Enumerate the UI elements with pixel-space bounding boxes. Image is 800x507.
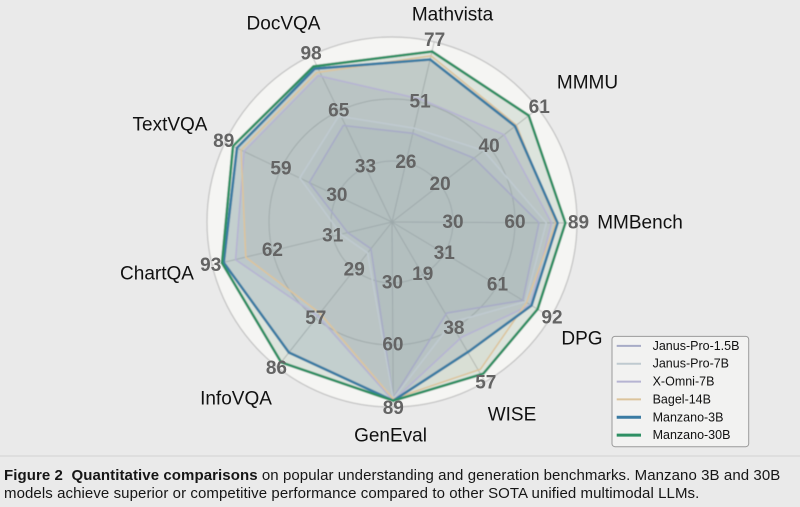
svg-text:93: 93 — [200, 255, 221, 276]
svg-text:19: 19 — [412, 264, 433, 285]
svg-text:98: 98 — [301, 43, 322, 64]
svg-text:60: 60 — [382, 335, 403, 356]
svg-text:26: 26 — [395, 152, 416, 173]
svg-text:Janus-Pro-1.5B: Janus-Pro-1.5B — [653, 339, 740, 353]
svg-text:InfoVQA: InfoVQA — [200, 389, 272, 410]
svg-text:38: 38 — [443, 318, 464, 339]
svg-text:30: 30 — [382, 273, 403, 294]
svg-text:61: 61 — [529, 97, 551, 118]
svg-text:MMBench: MMBench — [597, 213, 683, 234]
svg-text:77: 77 — [424, 30, 445, 51]
svg-text:89: 89 — [383, 398, 404, 419]
svg-text:Bagel-14B: Bagel-14B — [653, 392, 711, 406]
svg-text:60: 60 — [504, 212, 525, 233]
svg-text:89: 89 — [568, 213, 589, 234]
svg-text:51: 51 — [410, 92, 432, 113]
svg-text:86: 86 — [266, 358, 287, 379]
svg-text:TextVQA: TextVQA — [133, 115, 208, 136]
svg-text:57: 57 — [305, 308, 326, 329]
svg-text:61: 61 — [487, 275, 509, 296]
svg-text:ChartQA: ChartQA — [120, 264, 194, 285]
svg-text:29: 29 — [344, 259, 365, 280]
svg-text:31: 31 — [322, 226, 344, 247]
svg-text:Mathvista: Mathvista — [412, 5, 494, 26]
svg-text:Manzano-30B: Manzano-30B — [653, 428, 731, 442]
svg-text:30: 30 — [442, 212, 463, 233]
svg-text:MMMU: MMMU — [557, 73, 618, 94]
svg-text:31: 31 — [434, 243, 456, 264]
svg-text:X-Omni-7B: X-Omni-7B — [653, 375, 715, 389]
svg-text:33: 33 — [355, 157, 376, 178]
svg-text:65: 65 — [328, 101, 350, 122]
svg-text:GenEval: GenEval — [354, 426, 427, 447]
svg-text:WISE: WISE — [488, 405, 537, 426]
svg-text:57: 57 — [475, 373, 496, 394]
svg-text:DPG: DPG — [561, 329, 602, 350]
svg-text:59: 59 — [270, 159, 291, 180]
svg-text:89: 89 — [213, 131, 234, 152]
svg-text:30: 30 — [326, 185, 347, 206]
svg-text:20: 20 — [430, 174, 451, 195]
svg-text:Manzano-3B: Manzano-3B — [653, 410, 724, 424]
svg-text:DocVQA: DocVQA — [247, 14, 321, 35]
svg-text:62: 62 — [262, 240, 283, 261]
svg-text:40: 40 — [479, 136, 500, 157]
svg-text:92: 92 — [541, 307, 562, 328]
svg-text:Janus-Pro-7B: Janus-Pro-7B — [653, 357, 729, 371]
